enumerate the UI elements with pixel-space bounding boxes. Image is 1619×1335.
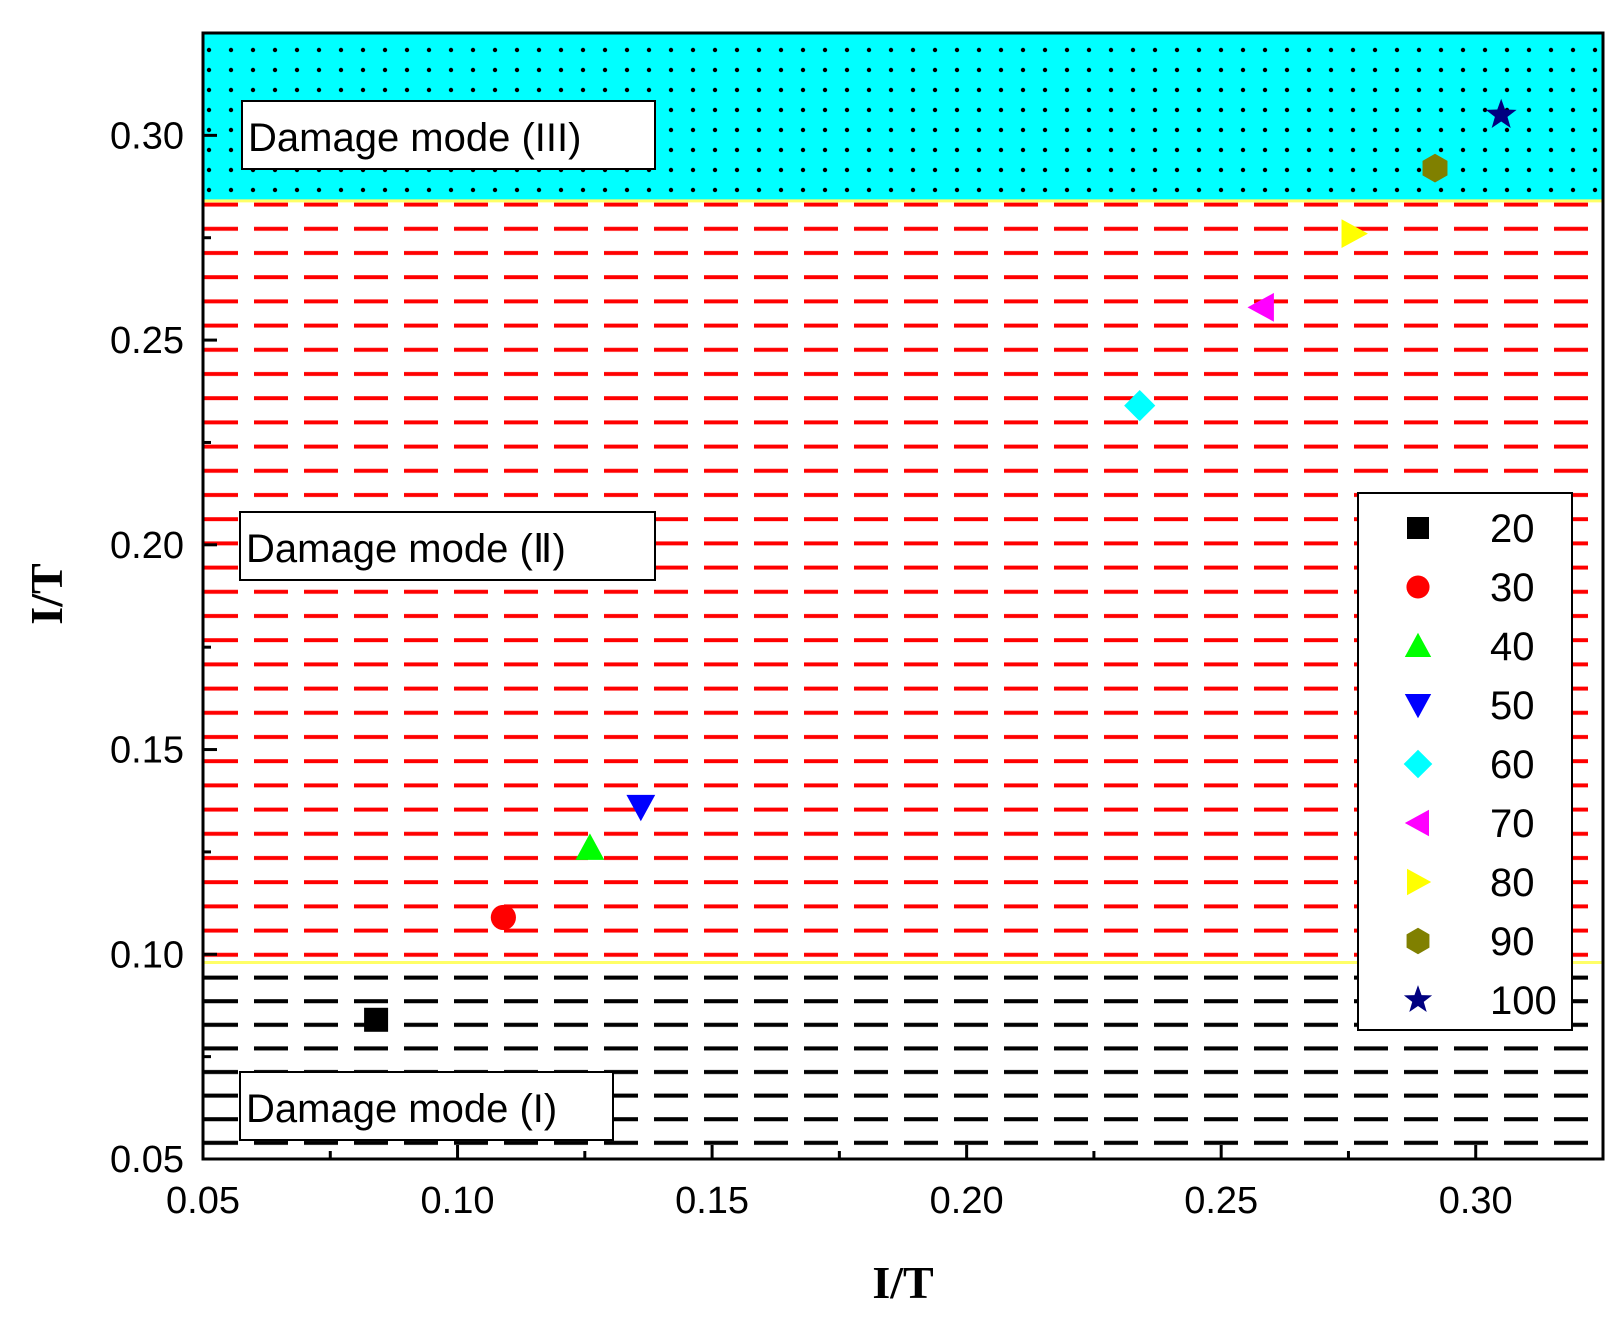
x-tick-label: 0.25: [1184, 1180, 1258, 1222]
legend-marker-70: [1404, 809, 1429, 837]
x-tick-label: 0.20: [930, 1180, 1004, 1222]
svg-text:Damage mode (III): Damage mode (III): [248, 116, 581, 160]
legend-marker-60: [1403, 749, 1433, 779]
legend-label-90: 90: [1490, 920, 1535, 964]
y-axis-title: I/T: [21, 563, 72, 624]
svg-text:Damage mode (I): Damage mode (I): [246, 1087, 557, 1131]
legend-marker-100: [1403, 985, 1433, 1013]
legend: 20 30 40 50 60 70 80 90 100: [1357, 492, 1573, 1031]
legend-marker-40: [1404, 632, 1432, 657]
region-label-mode2: Damage mode (Ⅱ): [239, 511, 656, 581]
x-tick-label: 0.05: [166, 1180, 240, 1222]
legend-marker-30: [1406, 575, 1430, 599]
legend-marker-80: [1407, 868, 1432, 896]
legend-label-40: 40: [1490, 625, 1535, 669]
data-point-20: [364, 1007, 389, 1032]
data-point-100: [1485, 98, 1517, 128]
y-tick-label: 0.30: [110, 115, 184, 157]
data-point-70: [1247, 292, 1274, 322]
y-tick-label: 0.20: [110, 525, 184, 567]
x-tick-label: 0.15: [675, 1180, 749, 1222]
data-point-60: [1124, 390, 1156, 422]
legend-marker-50: [1404, 694, 1432, 719]
data-point-50: [626, 794, 656, 822]
data-point-90: [1422, 153, 1448, 183]
region-label-mode1: Damage mode (I): [239, 1071, 614, 1141]
legend-label-100: 100: [1490, 979, 1557, 1023]
y-tick-label: 0.15: [110, 730, 184, 772]
legend-label-80: 80: [1490, 861, 1535, 905]
y-axis-ticks: 0.05 0.10 0.15 0.20 0.25 0.30: [110, 31, 217, 1181]
data-markers: [364, 98, 1517, 1032]
x-axis-title: I/T: [872, 1257, 933, 1308]
x-tick-label: 0.30: [1439, 1180, 1513, 1222]
y-tick-label: 0.10: [110, 934, 184, 976]
data-point-40: [575, 833, 605, 860]
region-label-mode3: Damage mode (III): [241, 100, 656, 170]
legend-label-60: 60: [1490, 743, 1535, 787]
data-point-80: [1341, 219, 1368, 249]
legend-label-50: 50: [1490, 684, 1535, 728]
legend-label-30: 30: [1490, 566, 1535, 610]
legend-label-20: 20: [1490, 507, 1535, 551]
y-tick-label: 0.25: [110, 320, 184, 362]
legend-marker-20: [1407, 517, 1429, 539]
legend-label-70: 70: [1490, 802, 1535, 846]
y-tick-label: 0.05: [110, 1139, 184, 1181]
data-point-30: [490, 904, 516, 931]
svg-text:Damage mode (Ⅱ): Damage mode (Ⅱ): [246, 527, 566, 571]
x-tick-label: 0.10: [421, 1180, 495, 1222]
x-axis-ticks: 0.05 0.10 0.15 0.20 0.25 0.30: [166, 1145, 1605, 1222]
plot-frame: [201, 31, 1605, 1161]
legend-marker-90: [1406, 927, 1430, 955]
